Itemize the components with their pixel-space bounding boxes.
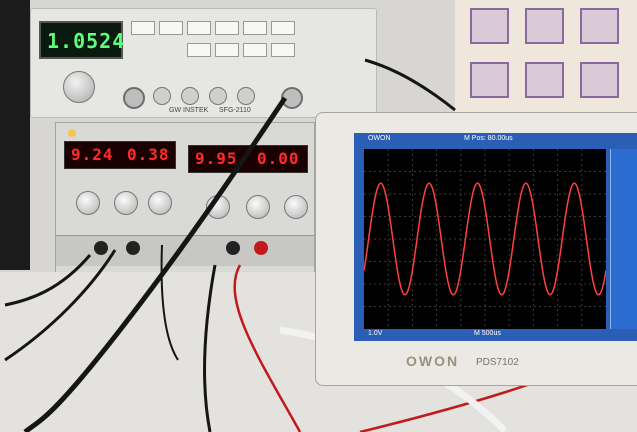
key-button[interactable]	[215, 21, 239, 35]
circuit-printout-wall	[455, 0, 637, 118]
key-button[interactable]	[271, 43, 295, 57]
adjust-knob[interactable]	[114, 191, 138, 215]
adjust-knob[interactable]	[148, 191, 172, 215]
key-button[interactable]	[131, 21, 155, 35]
black-test-lead	[203, 264, 217, 432]
bnc-output-connector[interactable]	[123, 87, 145, 109]
oscilloscope: OWON M Pos: 80.00us 1.0V M 500us OWON PD…	[315, 112, 637, 386]
circuit-chip	[470, 8, 509, 44]
scope-footer-volts: 1.0V	[368, 330, 383, 337]
circuit-chip	[580, 8, 619, 44]
generator-brand: GW INSTEK	[169, 107, 209, 114]
scope-footer-time: M 500us	[474, 330, 501, 337]
black-test-lead	[4, 254, 92, 307]
ch2-voltage-readout: 9.95	[195, 149, 238, 168]
black-test-lead	[160, 244, 179, 361]
key-button[interactable]	[215, 43, 239, 57]
ch2-current-readout: 0.00	[257, 149, 300, 168]
scope-sidebar-menu[interactable]	[610, 149, 637, 329]
circuit-chip	[470, 62, 509, 98]
red-test-lead	[233, 264, 302, 432]
function-generator: 1.0524 GW INSTEK SFG-2110	[30, 8, 377, 118]
sine-trace	[364, 182, 606, 296]
ch2-display-panel: 9.95 0.00	[188, 145, 308, 173]
binding-post-black[interactable]	[126, 241, 140, 255]
key-button[interactable]	[187, 43, 211, 57]
power-supply: 9.24 0.38 9.95 0.00	[55, 122, 315, 274]
circuit-chip	[525, 8, 564, 44]
scope-header-bar: OWON M Pos: 80.00us	[354, 133, 637, 147]
binding-post-red[interactable]	[254, 241, 268, 255]
adjust-knob[interactable]	[284, 195, 308, 219]
key-button[interactable]	[271, 21, 295, 35]
binding-post-black[interactable]	[226, 241, 240, 255]
black-test-lead	[4, 249, 117, 362]
function-generator-display: 1.0524	[39, 21, 126, 59]
large-knob[interactable]	[63, 71, 95, 103]
small-knob[interactable]	[209, 87, 227, 105]
generator-model: SFG-2110	[219, 107, 251, 114]
ch1-voltage-readout: 9.24	[71, 145, 114, 164]
keypad	[131, 21, 301, 71]
black-coax-cable	[23, 96, 288, 432]
frequency-readout: 1.0524	[47, 29, 126, 53]
indicator-led	[68, 129, 76, 137]
key-button[interactable]	[243, 21, 267, 35]
circuit-chip	[525, 62, 564, 98]
binding-post-black[interactable]	[94, 241, 108, 255]
key-button[interactable]	[187, 21, 211, 35]
scope-waveform-screen	[364, 149, 606, 329]
adjust-knob[interactable]	[246, 195, 270, 219]
scope-brand-logo: OWON	[406, 353, 460, 369]
black-cable	[364, 58, 456, 112]
ch1-current-readout: 0.38	[127, 145, 170, 164]
adjust-knob[interactable]	[76, 191, 100, 215]
circuit-chip	[580, 62, 619, 98]
scope-grid	[364, 149, 606, 329]
small-knob[interactable]	[237, 87, 255, 105]
key-button[interactable]	[243, 43, 267, 57]
ch1-display-panel: 9.24 0.38	[64, 141, 176, 169]
scope-header-position: M Pos: 80.00us	[464, 135, 513, 142]
small-knob[interactable]	[181, 87, 199, 105]
scope-screen-frame: OWON M Pos: 80.00us 1.0V M 500us	[354, 133, 637, 341]
scope-header-brand: OWON	[368, 135, 391, 142]
scope-model-label: PDS7102	[476, 357, 519, 368]
key-button[interactable]	[159, 21, 183, 35]
small-knob[interactable]	[153, 87, 171, 105]
scope-footer-bar: 1.0V M 500us	[354, 329, 637, 341]
dark-wall	[0, 0, 30, 270]
